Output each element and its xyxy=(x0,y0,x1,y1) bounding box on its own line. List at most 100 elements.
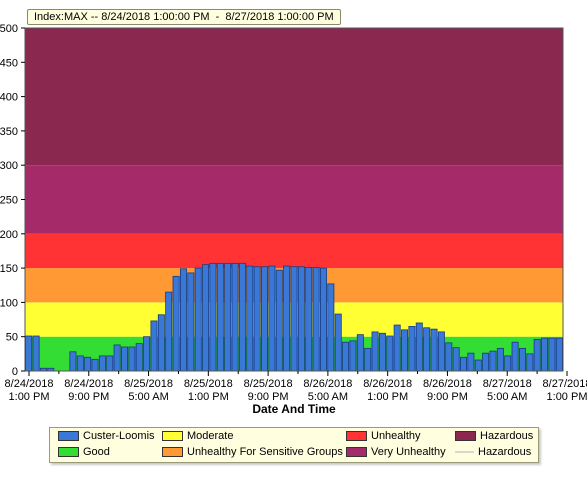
y-tick-label: 400 xyxy=(0,92,18,104)
bar xyxy=(423,327,431,372)
bar xyxy=(319,267,327,372)
bar xyxy=(268,265,276,372)
bar xyxy=(386,335,394,372)
bar xyxy=(445,342,453,372)
bar xyxy=(283,265,291,372)
legend-item: Hazardous xyxy=(455,446,531,458)
bar xyxy=(25,335,33,372)
bar xyxy=(334,313,342,372)
y-tick-label: 0 xyxy=(12,366,18,378)
x-tick-label-date: 8/25/2018 xyxy=(124,378,173,390)
bar xyxy=(504,355,512,372)
legend-swatch xyxy=(455,431,476,441)
bar xyxy=(157,314,165,372)
bar xyxy=(113,344,121,372)
bar xyxy=(202,264,210,372)
y-tick-label: 500 xyxy=(0,23,18,35)
legend-swatch xyxy=(346,431,367,441)
bar xyxy=(128,346,136,372)
bar xyxy=(460,356,467,372)
x-tick-label-date: 8/27/2018 xyxy=(483,378,532,390)
bar xyxy=(393,324,401,372)
bar xyxy=(187,272,195,372)
bar xyxy=(91,358,99,372)
x-tick-label-time: 1:00 PM xyxy=(367,391,408,403)
x-tick-label-time: 1:00 PM xyxy=(188,391,229,403)
legend-swatch xyxy=(58,431,79,441)
bar xyxy=(327,283,335,372)
legend-item: Unhealthy xyxy=(346,430,421,442)
bar xyxy=(437,331,445,372)
x-tick-label-date: 8/26/2018 xyxy=(303,378,352,390)
bar xyxy=(541,337,549,372)
bar xyxy=(467,352,475,372)
legend-swatch xyxy=(162,431,183,441)
x-tick-label-time: 9:00 PM xyxy=(68,391,109,403)
y-tick-label: 100 xyxy=(0,297,18,309)
legend-item: Hazardous xyxy=(455,430,533,442)
bar xyxy=(231,262,239,372)
x-tick-label-time: 5:00 AM xyxy=(128,391,168,403)
bar xyxy=(430,328,438,372)
bar xyxy=(84,356,92,372)
x-tick-label-date: 8/26/2018 xyxy=(423,378,472,390)
bar xyxy=(415,322,423,372)
bar xyxy=(253,266,261,372)
bar xyxy=(452,347,460,372)
bar xyxy=(32,335,40,372)
bar xyxy=(371,331,379,372)
legend-label: Moderate xyxy=(187,430,234,442)
bar xyxy=(312,267,320,372)
bar xyxy=(69,351,77,372)
axes: 0501001502002503003504004505008/24/20181… xyxy=(0,23,587,403)
bar xyxy=(172,275,180,372)
aqi-bands xyxy=(25,28,563,371)
bar xyxy=(238,262,246,372)
bar xyxy=(342,341,350,372)
legend-label: Custer-Loomis xyxy=(83,430,155,442)
bar xyxy=(106,355,114,372)
x-tick-label-time: 9:00 PM xyxy=(248,391,289,403)
bar xyxy=(489,350,497,372)
bar xyxy=(518,347,526,372)
bar xyxy=(349,340,357,372)
bar xyxy=(135,343,143,372)
bar xyxy=(98,355,106,372)
x-tick-label-date: 8/27/2018 xyxy=(543,378,587,390)
x-tick-label-time: 5:00 AM xyxy=(487,391,527,403)
legend-item: Very Unhealthy xyxy=(346,446,446,458)
bar xyxy=(305,267,313,372)
bar xyxy=(179,268,187,372)
bar xyxy=(496,347,504,372)
bar xyxy=(474,359,482,372)
x-tick-label-date: 8/25/2018 xyxy=(184,378,233,390)
bar xyxy=(290,266,298,372)
legend-swatch xyxy=(162,447,183,457)
bar xyxy=(246,265,254,372)
bar xyxy=(76,355,84,372)
bar xyxy=(378,332,386,372)
band-very-unhealthy xyxy=(25,165,563,234)
bar xyxy=(533,339,541,372)
x-tick-label-time: 1:00 PM xyxy=(9,391,50,403)
y-tick-label: 450 xyxy=(0,57,18,69)
y-tick-label: 150 xyxy=(0,263,18,275)
band-unhealthy xyxy=(25,233,563,269)
x-tick-label-time: 1:00 PM xyxy=(547,391,587,403)
y-tick-label: 300 xyxy=(0,160,18,172)
bar xyxy=(275,269,283,372)
bar xyxy=(143,336,151,372)
legend-label: Hazardous xyxy=(480,430,534,442)
bar xyxy=(194,267,202,372)
y-tick-label: 350 xyxy=(0,126,18,138)
legend-swatch xyxy=(455,451,474,453)
x-tick-label-date: 8/25/2018 xyxy=(244,378,293,390)
bar xyxy=(548,337,556,372)
bar xyxy=(165,291,173,372)
x-axis-label: Date And Time xyxy=(252,402,336,416)
legend-item: Good xyxy=(58,446,110,458)
legend-swatch xyxy=(346,447,367,457)
legend-label: Unhealthy xyxy=(371,430,421,442)
bar xyxy=(261,266,269,372)
